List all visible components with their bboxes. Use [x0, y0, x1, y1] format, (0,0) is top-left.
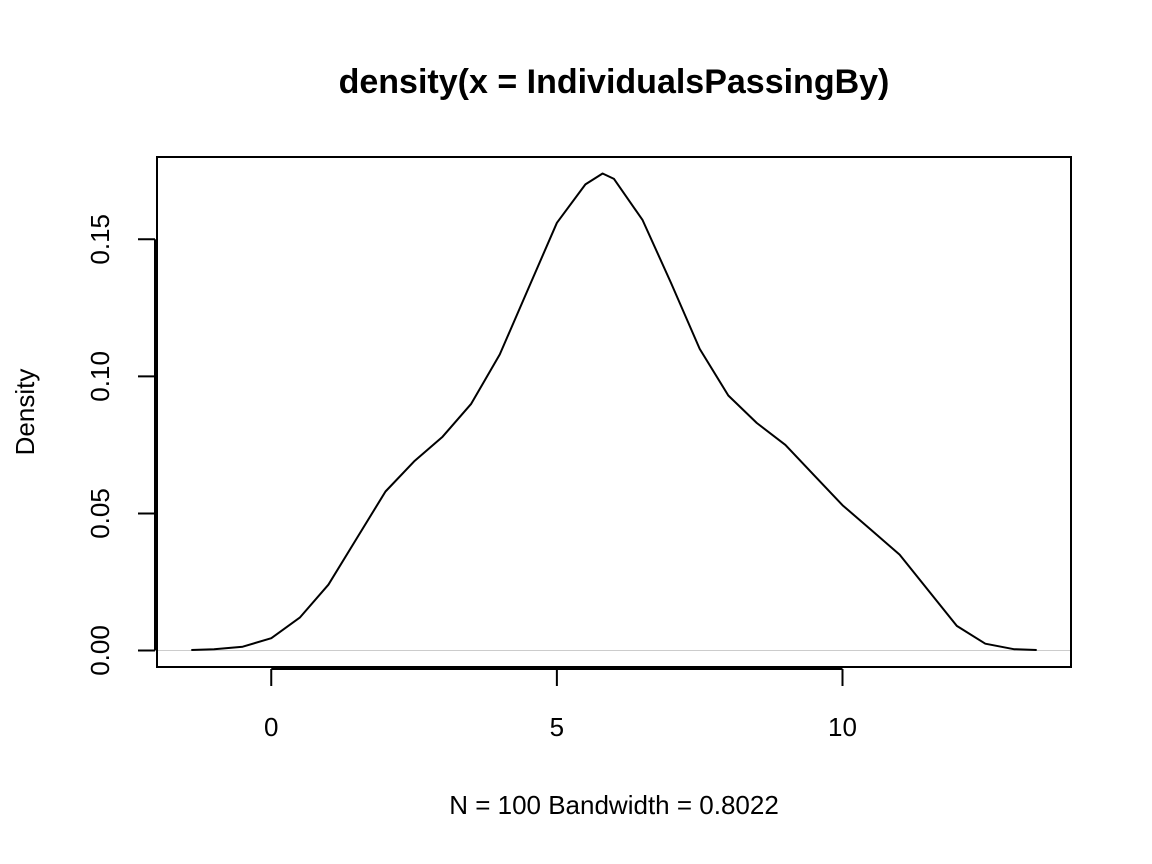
- plot-frame: [156, 156, 1072, 668]
- x-tick-label: 5: [550, 712, 564, 742]
- chart-title: density(x = IndividualsPassingBy): [339, 63, 890, 101]
- y-tick-label: 0.15: [85, 214, 115, 265]
- x-tick-label: 10: [828, 712, 857, 742]
- x-tick-label: 0: [264, 712, 278, 742]
- y-axis-ticks: 0.00 0.05 0.10 0.15: [85, 214, 155, 676]
- y-tick-label: 0.05: [85, 488, 115, 539]
- x-axis-label: N = 100 Bandwidth = 0.8022: [449, 790, 779, 820]
- y-tick-label: 0.00: [85, 625, 115, 676]
- y-axis-label: Density: [10, 369, 40, 456]
- y-tick-label: 0.10: [85, 351, 115, 402]
- x-axis-ticks: 0 5 10: [264, 669, 857, 742]
- density-curve: [191, 172, 1037, 651]
